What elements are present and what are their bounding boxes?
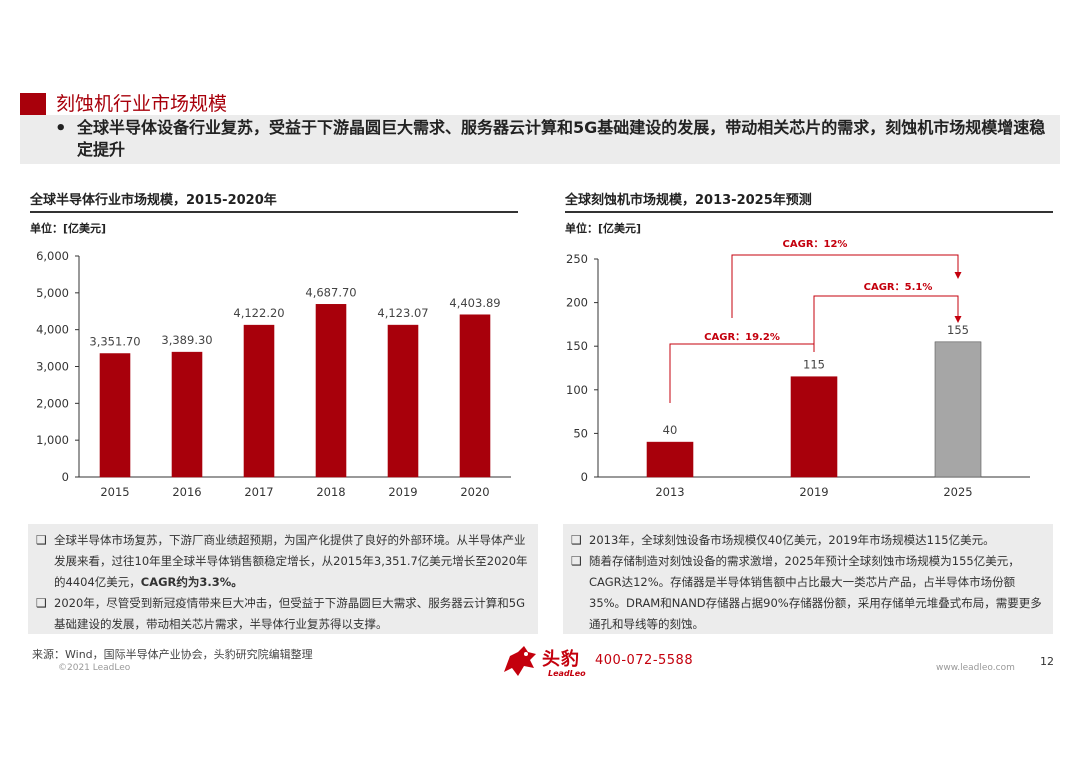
page-title: 刻蚀机行业市场规模: [56, 93, 228, 115]
x-tick-label-2018: 2018: [316, 485, 345, 499]
data-label-2020: 4,403.89: [449, 296, 500, 310]
cagr-bracket-1: [669, 343, 814, 403]
brand-phone: 400-072-5588: [595, 653, 694, 668]
y-tick-label: 250: [566, 252, 588, 266]
bar-2017: [243, 324, 275, 478]
x-tick-label-2015: 2015: [100, 485, 129, 499]
bar-2019: [790, 376, 838, 478]
right-chart-unit: 单位：[亿美元]: [565, 222, 642, 235]
left-chart-unit: 单位：[亿美元]: [30, 222, 107, 235]
note-text: 2020年，尽管受到新冠疫情带来巨大冲击，但受益于下游晶圆巨大需求、服务器云计算…: [54, 596, 525, 631]
bar-2018: [315, 304, 347, 478]
cagr-label-2: CAGR：5.1%: [864, 282, 933, 293]
data-label-2018: 4,687.70: [305, 285, 356, 299]
page-number: 12: [1040, 655, 1054, 668]
data-label-2019: 4,123.07: [377, 306, 428, 320]
note-item: ❑ 随着存储制造对刻蚀设备的需求激增，2025年预计全球刻蚀市场规模为155亿美元…: [571, 551, 1045, 635]
right-chart-rule: [565, 211, 1053, 213]
cagr-arrow-2: [954, 316, 962, 323]
y-tick-label: 0: [62, 470, 69, 484]
brand-name: 头豹: [542, 649, 580, 670]
brand-sub: LeadLeo: [548, 669, 586, 678]
bar-2019: [387, 324, 419, 478]
x-tick-label-2016: 2016: [172, 485, 201, 499]
bar-2020: [459, 314, 491, 478]
y-tick-label: 4,000: [36, 323, 69, 337]
cagr-label-1: CAGR：19.2%: [704, 332, 780, 343]
note-item: ❑ 2013年，全球刻蚀设备市场规模仅40亿美元，2019年市场规模达115亿美元…: [571, 530, 1045, 551]
leadleo-logo-icon: [504, 646, 536, 676]
x-tick-label-2017: 2017: [244, 485, 273, 499]
y-tick-label: 6,000: [36, 249, 69, 263]
note-text: 2013年，全球刻蚀设备市场规模仅40亿美元，2019年市场规模达115亿美元。: [589, 533, 995, 547]
note-item: ❑ 2020年，尽管受到新冠疫情带来巨大冲击，但受益于下游晶圆巨大需求、服务器云计…: [36, 593, 530, 635]
data-label-2017: 4,122.20: [233, 306, 284, 320]
y-tick-label: 1,000: [36, 433, 69, 447]
data-label-2025: 155: [947, 323, 969, 337]
y-tick-label: 100: [566, 383, 588, 397]
headline-text: 全球半导体设备行业复苏，受益于下游晶圆巨大需求、服务器云计算和5G基础建设的发展…: [77, 118, 1046, 159]
footer-source: 来源：Wind，国际半导体产业协会，头豹研究院编辑整理: [32, 648, 313, 661]
left-notes: ❑ 全球半导体市场复苏，下游厂商业绩超预期，为国产化提供了良好的外部环境。从半导体…: [28, 524, 538, 634]
cagr-bracket-2: [813, 295, 959, 352]
data-label-2019: 115: [803, 358, 825, 372]
bar-2015: [99, 353, 131, 478]
left-chart-rule: [30, 211, 518, 213]
note-item: ❑ 全球半导体市场复苏，下游厂商业绩超预期，为国产化提供了良好的外部环境。从半导体…: [36, 530, 530, 593]
note-text: 全球半导体市场复苏，下游厂商业绩超预期，为国产化提供了良好的外部环境。从半导体产…: [54, 533, 528, 589]
footer-website: www.leadleo.com: [936, 663, 1015, 673]
data-label-2015: 3,351.70: [89, 335, 140, 349]
cagr-arrow-3: [954, 272, 962, 279]
right-notes: ❑ 2013年，全球刻蚀设备市场规模仅40亿美元，2019年市场规模达115亿美元…: [563, 524, 1053, 634]
y-tick-label: 3,000: [36, 360, 69, 374]
note-text: 随着存储制造对刻蚀设备的需求激增，2025年预计全球刻蚀市场规模为155亿美元，…: [589, 554, 1042, 631]
y-tick-label: 2,000: [36, 396, 69, 410]
checkbox-square-icon: ❑: [36, 596, 47, 610]
bar-2013: [646, 441, 694, 478]
headline-box: [20, 115, 1060, 164]
y-tick-label: 50: [573, 426, 588, 440]
x-tick-label-2020: 2020: [460, 485, 489, 499]
checkbox-square-icon: ❑: [571, 554, 582, 568]
data-label-2016: 3,389.30: [161, 333, 212, 347]
bar-2016: [171, 351, 203, 478]
checkbox-square-icon: ❑: [571, 533, 582, 547]
y-tick-label: 150: [566, 339, 588, 353]
x-tick-label-2025: 2025: [943, 485, 972, 499]
x-tick-label-2019: 2019: [388, 485, 417, 499]
note-bold: CAGR约为3.3%。: [140, 575, 243, 589]
title-marker: [20, 93, 46, 115]
bar-2025: [934, 341, 982, 478]
y-tick-label: 0: [581, 470, 588, 484]
cagr-label-3: CAGR：12%: [783, 239, 848, 250]
x-tick-label-2013: 2013: [655, 485, 684, 499]
right-chart-title: 全球刻蚀机市场规模，2013-2025年预测: [565, 193, 812, 208]
y-tick-label: 200: [566, 296, 588, 310]
headline-bullet: •: [55, 118, 67, 139]
data-label-2013: 40: [663, 423, 678, 437]
x-tick-label-2019: 2019: [799, 485, 828, 499]
left-chart-title: 全球半导体行业市场规模，2015-2020年: [30, 193, 277, 208]
checkbox-square-icon: ❑: [36, 533, 47, 547]
y-tick-label: 5,000: [36, 286, 69, 300]
footer-copyright: ©2021 LeadLeo: [58, 663, 131, 673]
cagr-bracket-3: [731, 254, 959, 318]
